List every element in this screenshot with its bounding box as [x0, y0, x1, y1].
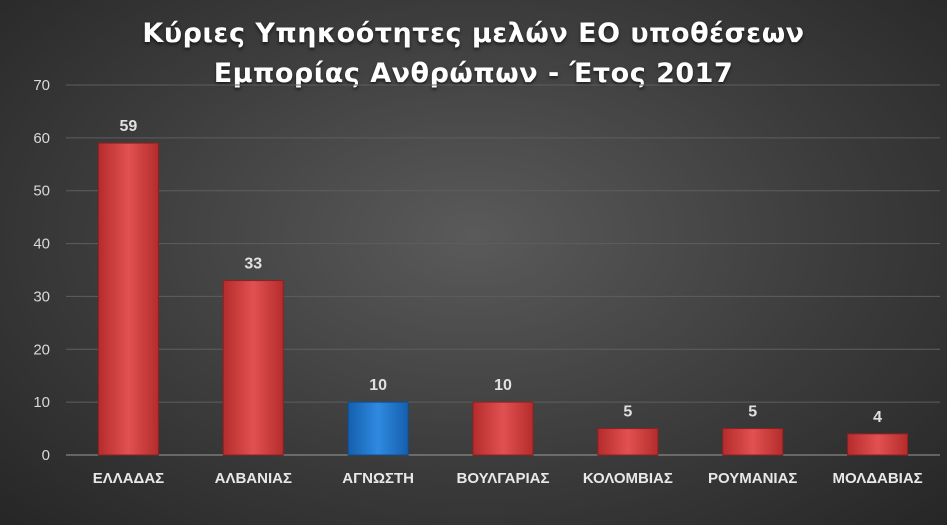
bar [347, 401, 409, 456]
data-labels: 59 33 10 10 5 5 4 [120, 118, 883, 426]
y-tick-label: 50 [33, 183, 50, 200]
y-tick-label: 30 [33, 288, 50, 305]
data-label: 59 [120, 118, 138, 135]
y-tick-label: 40 [33, 236, 50, 253]
bar [847, 433, 909, 456]
data-label: 10 [494, 377, 512, 394]
y-tick-label: 70 [33, 77, 50, 94]
bar [97, 142, 159, 456]
data-label: 33 [244, 256, 262, 273]
y-tick-label: 0 [42, 447, 50, 464]
data-label: 10 [369, 377, 387, 394]
bar [597, 428, 659, 456]
x-tick-label: ΜΟΛΔΑΒΙΑΣ [832, 470, 922, 487]
gridlines [66, 84, 940, 456]
x-tick-label: ΑΛΒΑΝΙΑΣ [215, 470, 292, 487]
x-tick-label: ΡΟΥΜΑΝΙΑΣ [708, 470, 797, 487]
x-tick-label: ΒΟΥΛΓΑΡΙΑΣ [457, 470, 550, 487]
chart-title-line-1: Κύριες Υπηκοότητες μελών ΕΟ υποθέσεων [142, 18, 805, 49]
x-tick-label: ΚΟΛΟΜΒΙΑΣ [583, 470, 673, 487]
bar [222, 280, 284, 456]
bar [472, 401, 534, 456]
data-label: 5 [748, 404, 757, 421]
y-tick-label: 60 [33, 130, 50, 147]
y-tick-label: 20 [33, 341, 50, 358]
chart-title-line-2: Εμπορίας Ανθρώπων - Έτος 2017 [213, 58, 734, 89]
data-label: 4 [873, 409, 882, 426]
bar [722, 428, 784, 456]
x-tick-label: ΕΛΛΑΔΑΣ [93, 470, 164, 487]
bars [97, 142, 909, 456]
x-axis: ΕΛΛΑΔΑΣ ΑΛΒΑΝΙΑΣ ΑΓΝΩΣΤΗ ΒΟΥΛΓΑΡΙΑΣ ΚΟΛΟΜΒΙΑ… [93, 470, 923, 487]
y-tick-label: 10 [33, 394, 50, 411]
x-tick-label: ΑΓΝΩΣΤΗ [342, 470, 414, 487]
y-axis: 0 10 20 30 40 50 60 70 [33, 77, 50, 464]
data-label: 5 [623, 404, 632, 421]
